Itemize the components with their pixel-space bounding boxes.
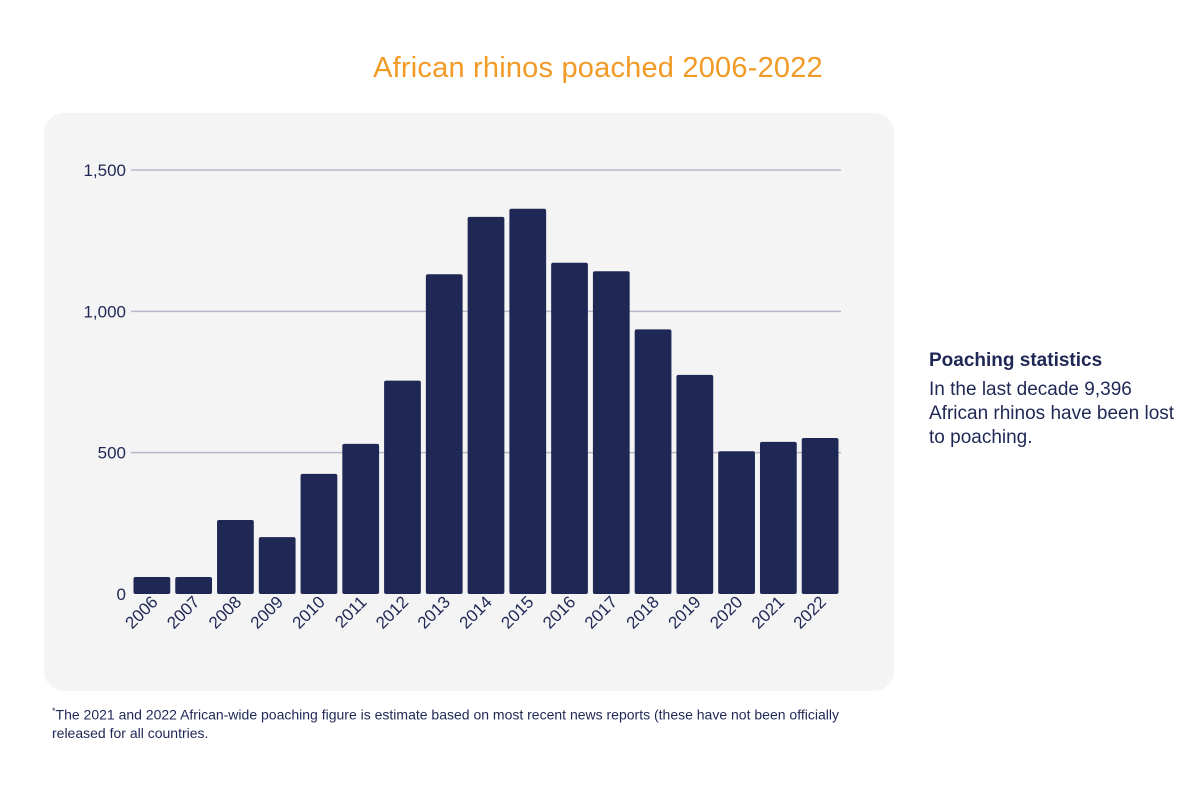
bar [258, 537, 296, 594]
x-tick-label: 2019 [664, 592, 704, 632]
bar [467, 216, 505, 594]
y-tick-label: 0 [117, 585, 126, 604]
footnote: *The 2021 and 2022 African-wide poaching… [52, 702, 892, 742]
y-tick-label: 1,000 [83, 302, 126, 321]
x-tick-label: 2010 [289, 592, 329, 632]
y-tick-label: 1,500 [83, 161, 126, 180]
x-tick-label: 2012 [372, 592, 412, 632]
x-tick-label: 2020 [706, 592, 746, 632]
bar [676, 374, 714, 594]
bar [634, 329, 672, 594]
x-tick-label: 2021 [748, 592, 788, 632]
x-tick-label: 2014 [456, 592, 496, 632]
bar [300, 473, 338, 594]
bar [592, 271, 630, 594]
side-body: In the last decade 9,396 African rhinos … [929, 379, 1175, 448]
x-tick-label: 2017 [581, 592, 621, 632]
x-tick-label: 2022 [790, 592, 830, 632]
bar [509, 208, 547, 594]
bar [801, 437, 839, 594]
x-tick-label: 2008 [205, 592, 245, 632]
x-tick-label: 2016 [539, 592, 579, 632]
bar [175, 577, 213, 594]
x-tick-label: 2013 [414, 592, 454, 632]
bar [384, 380, 421, 594]
bar [217, 519, 254, 594]
x-tick-label: 2011 [331, 592, 370, 631]
bar [759, 441, 797, 594]
x-tick-label: 2018 [623, 592, 663, 632]
footnote-marker: * [52, 706, 56, 716]
x-tick-label: 2006 [122, 592, 162, 632]
bar [133, 577, 171, 594]
chart-title: African rhinos poached 2006-2022 [373, 52, 823, 84]
x-tick-label: 2015 [497, 592, 537, 632]
bar [718, 451, 755, 594]
bar [551, 262, 588, 594]
chart-card: 0 500 1,000 1,500 2006 2007 2008 2009 2010 2011 20… [44, 113, 894, 691]
y-tick-label: 500 [98, 444, 126, 463]
side-heading: Poaching statistics [929, 350, 1103, 371]
bar [425, 274, 463, 594]
x-tick-label: 2009 [247, 592, 287, 632]
bar [342, 443, 380, 594]
x-tick-label: 2007 [163, 592, 203, 632]
side-panel: Poaching statistics In the last decade 9… [929, 350, 1179, 450]
footnote-text: The 2021 and 2022 African-wide poaching … [52, 706, 839, 741]
